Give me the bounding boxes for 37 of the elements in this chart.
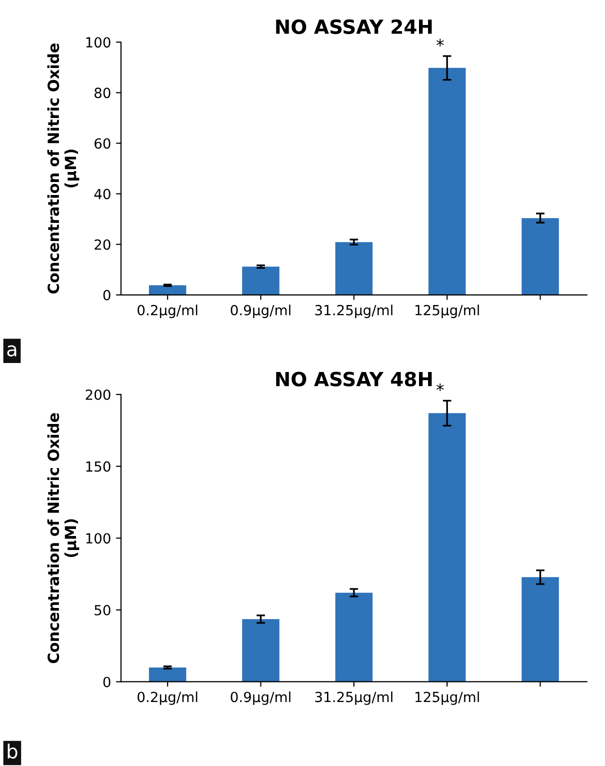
bar xyxy=(428,413,466,682)
y-tick-label: 20 xyxy=(94,239,110,250)
y-tick-label: 60 xyxy=(94,138,110,149)
bar xyxy=(522,577,559,682)
bar xyxy=(522,218,559,295)
annotation: * xyxy=(436,383,444,392)
bar xyxy=(335,242,373,295)
x-tick-label: 125µg/ml xyxy=(416,304,479,318)
x-tick-label: 0.9µg/ml xyxy=(230,304,290,318)
bar xyxy=(335,592,373,682)
y-tick-label: 100 xyxy=(86,37,110,48)
chart-title: NO ASSAY 24H xyxy=(276,19,432,34)
y-tick-label: 80 xyxy=(94,88,110,98)
y-tick-label: 150 xyxy=(86,461,110,472)
text: b xyxy=(8,744,18,759)
x-tick-label: 0.2µg/ml xyxy=(138,691,198,705)
x-tick-label: 31.25µg/ml xyxy=(315,304,392,318)
y-axis-title: Concentration of Nitric Oxide (µM) xyxy=(47,413,80,664)
bar xyxy=(428,68,466,295)
x-tick-label: 125µg/ml xyxy=(416,691,479,705)
y-tick-label: 50 xyxy=(94,604,110,616)
text: a xyxy=(7,345,16,356)
x-tick-label: 0.9µg/ml xyxy=(230,691,290,705)
bar xyxy=(148,285,186,295)
y-tick-label: 200 xyxy=(86,389,110,400)
x-tick-label: 0.2µg/ml xyxy=(138,304,198,318)
bar xyxy=(242,619,280,682)
x-tick-label: 31.25µg/ml xyxy=(315,691,392,705)
y-tick-label: 100 xyxy=(86,533,110,544)
bar xyxy=(242,266,280,295)
chart-title: NO ASSAY 48H xyxy=(276,372,432,386)
annotation: * xyxy=(436,38,444,46)
y-axis-title: Concentration of Nitric Oxide (µM) xyxy=(47,43,80,294)
y-tick-label: 0 xyxy=(103,290,110,300)
bar xyxy=(148,668,186,682)
y-tick-label: 0 xyxy=(103,676,110,688)
y-tick-label: 40 xyxy=(94,188,110,200)
